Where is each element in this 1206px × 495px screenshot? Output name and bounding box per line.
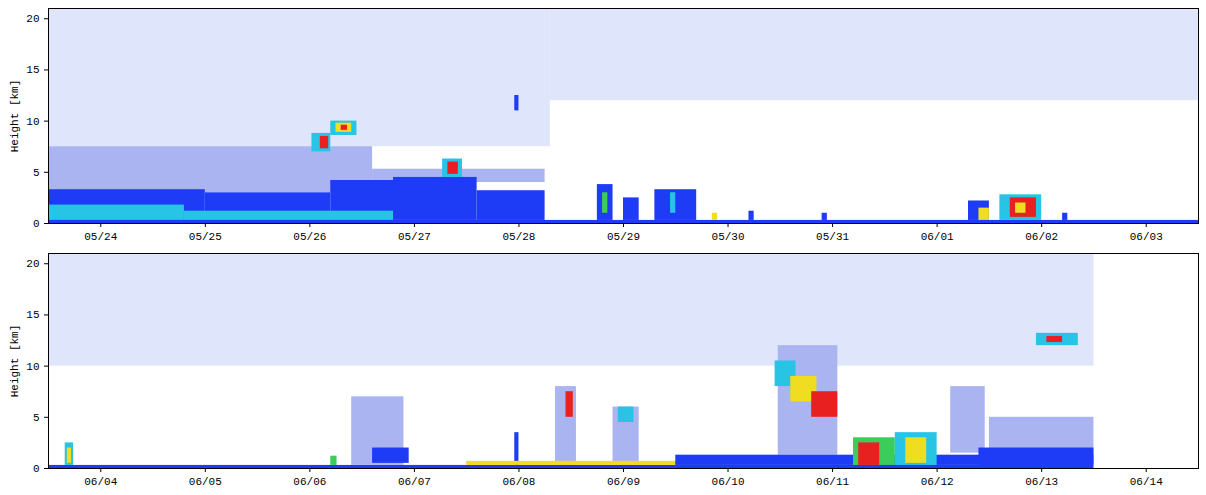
svg-text:06/09: 06/09: [607, 476, 640, 488]
svg-text:06/07: 06/07: [398, 476, 431, 488]
svg-text:05/25: 05/25: [189, 231, 222, 243]
svg-text:05/30: 05/30: [712, 231, 745, 243]
svg-text:05/28: 05/28: [502, 231, 535, 243]
svg-text:06/03: 06/03: [1130, 231, 1163, 243]
svg-text:06/11: 06/11: [816, 476, 849, 488]
svg-text:15: 15: [26, 64, 39, 76]
svg-text:05/31: 05/31: [816, 231, 849, 243]
svg-text:06/08: 06/08: [502, 476, 535, 488]
svg-text:06/04: 06/04: [84, 476, 117, 488]
svg-text:05/26: 05/26: [293, 231, 326, 243]
svg-text:06/14: 06/14: [1130, 476, 1163, 488]
svg-text:06/06: 06/06: [293, 476, 326, 488]
svg-text:06/13: 06/13: [1025, 476, 1058, 488]
svg-text:06/10: 06/10: [712, 476, 745, 488]
svg-text:05/27: 05/27: [398, 231, 431, 243]
svg-text:15: 15: [26, 309, 39, 321]
svg-text:06/05: 06/05: [189, 476, 222, 488]
svg-text:5: 5: [33, 412, 40, 424]
svg-text:0: 0: [33, 218, 40, 230]
svg-text:06/12: 06/12: [921, 476, 954, 488]
svg-text:10: 10: [26, 116, 39, 128]
svg-text:20: 20: [26, 258, 39, 270]
svg-text:06/02: 06/02: [1025, 231, 1058, 243]
svg-text:Height [km]: Height [km]: [9, 80, 21, 153]
svg-text:Height [km]: Height [km]: [9, 325, 21, 398]
svg-text:20: 20: [26, 13, 39, 25]
svg-text:5: 5: [33, 167, 40, 179]
svg-text:06/01: 06/01: [921, 231, 954, 243]
svg-text:05/29: 05/29: [607, 231, 640, 243]
svg-text:10: 10: [26, 361, 39, 373]
svg-text:0: 0: [33, 463, 40, 475]
svg-text:05/24: 05/24: [84, 231, 117, 243]
